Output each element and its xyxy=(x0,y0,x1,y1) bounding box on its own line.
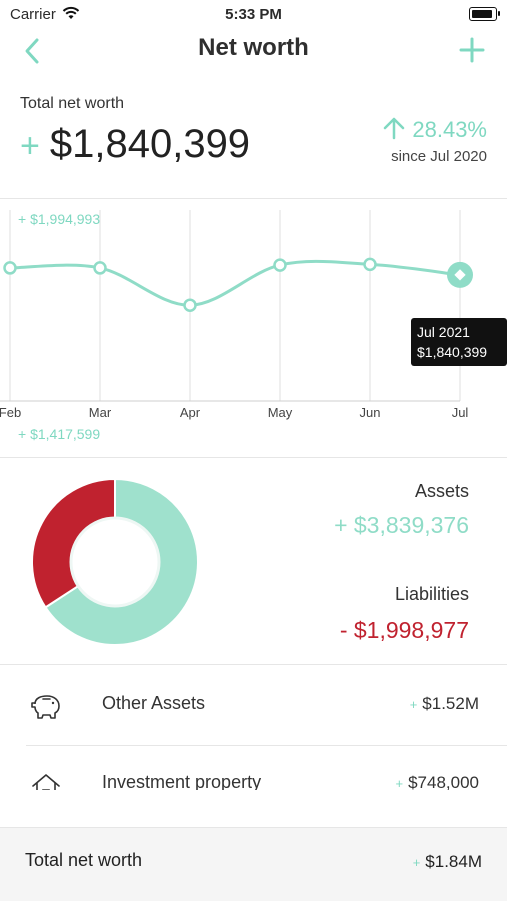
data-point[interactable] xyxy=(183,298,197,312)
since-date: since Jul 2020 xyxy=(391,148,487,165)
row-divider xyxy=(26,745,507,746)
net-worth-line xyxy=(9,259,461,307)
total-net-worth-label: Total net worth xyxy=(20,95,125,112)
page-title: Net worth xyxy=(198,34,309,61)
divider xyxy=(0,457,507,458)
positive-sign: + xyxy=(20,127,40,165)
assets-value: + $3,839,376 xyxy=(334,512,469,538)
net-worth-chart[interactable]: Feb Mar Apr May Jun Jul + $1,994,993 + $1,417… xyxy=(0,200,507,455)
change-percent-value: 28.43% xyxy=(412,117,487,142)
x-axis-label: Jul xyxy=(452,405,469,420)
chart-tooltip: Jul 2021 $1,840,399 xyxy=(411,318,507,366)
x-axis-label: Mar xyxy=(89,405,112,420)
x-axis-label: May xyxy=(268,405,293,420)
list-item-label: Other Assets xyxy=(102,693,206,713)
list-item-investment-property[interactable]: Investment property + $748,000 xyxy=(0,746,507,790)
net-worth-amount: $1,840,399 xyxy=(49,122,251,166)
battery-icon xyxy=(469,7,500,21)
data-point[interactable] xyxy=(3,261,17,275)
assets-liabilities-donut xyxy=(31,477,199,646)
carrier-label: Carrier xyxy=(10,6,56,23)
tooltip-date: Jul 2021 xyxy=(417,324,470,340)
list-item-value: + $748,000 xyxy=(396,773,480,790)
list-item-label: Investment property xyxy=(102,772,262,790)
list-item-value: + $1.52M xyxy=(410,694,479,714)
list-item-other-assets[interactable]: Other Assets + $1.52M xyxy=(0,665,507,745)
arrow-up-icon xyxy=(384,117,405,140)
amount: $1.84M xyxy=(425,852,482,871)
x-axis-label: Apr xyxy=(180,405,201,420)
data-point[interactable] xyxy=(363,257,377,272)
x-axis-label: Feb xyxy=(0,405,21,420)
chart-max-label: + $1,994,993 xyxy=(18,211,101,227)
divider xyxy=(0,664,507,665)
data-point[interactable] xyxy=(93,261,107,275)
x-axis-label: Jun xyxy=(360,405,381,420)
positive-sign: + xyxy=(395,776,404,790)
status-time: 5:33 PM xyxy=(225,6,282,23)
back-chevron-icon[interactable] xyxy=(20,36,46,66)
chart-min-label: + $1,417,599 xyxy=(18,426,101,442)
status-bar: Carrier 5:33 PM xyxy=(0,0,507,30)
piggy-bank-icon xyxy=(31,695,60,719)
positive-sign: + xyxy=(409,697,418,712)
total-net-worth-value: + $1,840,399 xyxy=(20,122,250,167)
assets-label: Assets xyxy=(414,481,469,501)
tooltip-value: $1,840,399 xyxy=(417,344,488,360)
total-footer xyxy=(0,827,507,901)
change-percent: 28.43% xyxy=(382,116,487,143)
amount: $1.52M xyxy=(422,694,479,713)
liabilities-label: Liabilities xyxy=(394,584,469,604)
house-icon xyxy=(32,774,60,790)
data-point[interactable] xyxy=(273,258,287,272)
amount: $748,000 xyxy=(408,773,479,790)
footer-total-label: Total net worth xyxy=(25,850,143,870)
positive-sign: + xyxy=(412,855,421,870)
wifi-icon xyxy=(62,6,80,19)
chart-svg[interactable]: Feb Mar Apr May Jun Jul xyxy=(0,200,507,455)
footer-total-value: + $1.84M xyxy=(413,852,482,872)
divider xyxy=(0,198,507,199)
liabilities-value: - $1,998,977 xyxy=(339,617,469,643)
add-icon[interactable] xyxy=(459,37,485,63)
